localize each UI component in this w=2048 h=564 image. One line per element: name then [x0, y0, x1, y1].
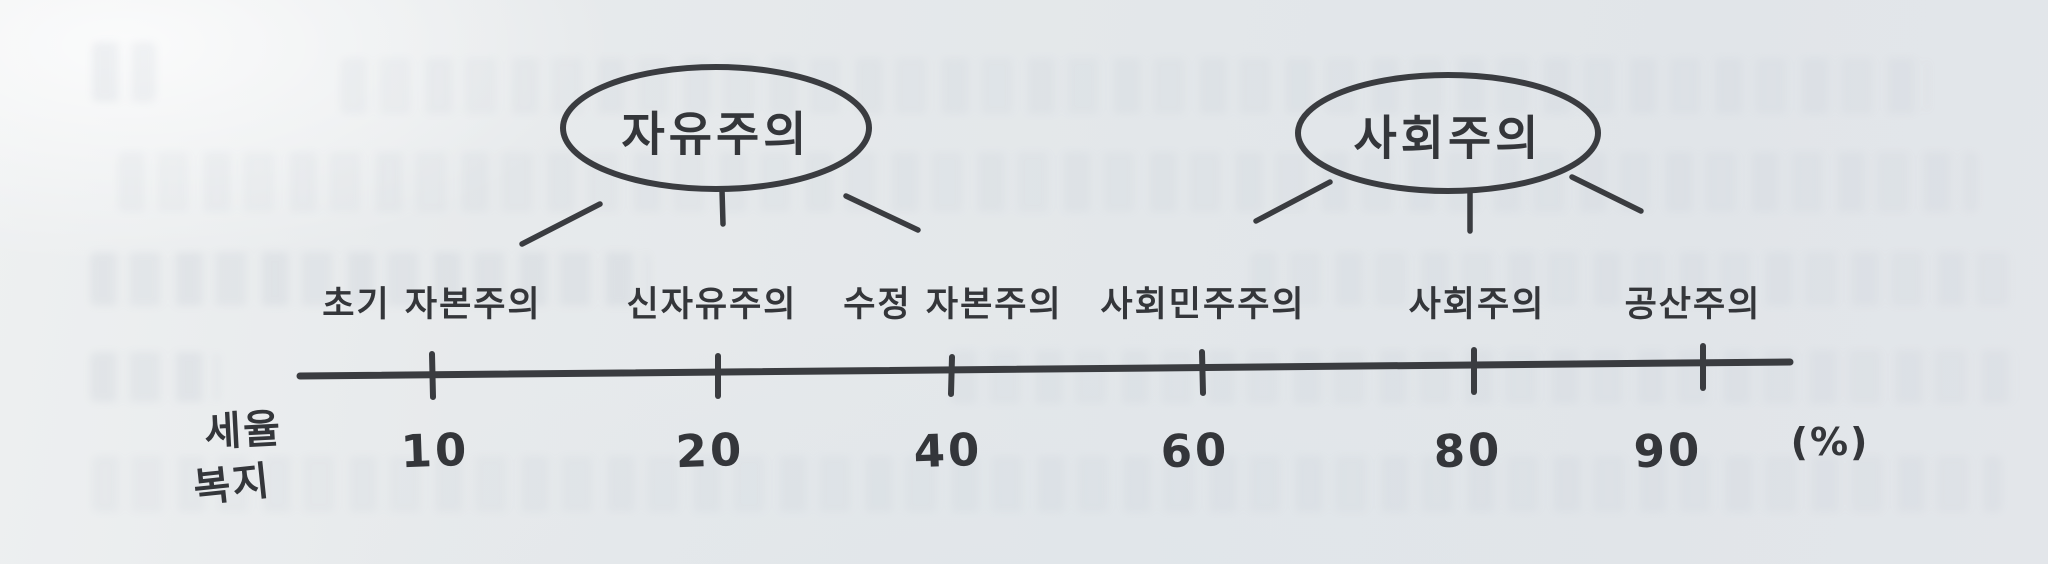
liberalism-bubble-outline [560, 64, 872, 192]
ghost-text-band [92, 42, 156, 102]
tick-value-90: 90 [1632, 422, 1704, 479]
liberalism-bubble-label: 자유주의 [621, 107, 811, 163]
percent-unit-label: (%) [1790, 420, 1870, 464]
ghost-text-band [90, 252, 650, 306]
tick-value-80: 80 [1432, 422, 1504, 479]
welfare-label: 복지 [191, 458, 274, 512]
ghost-text-band [1250, 252, 2020, 306]
socialism-bubble-outline [1295, 72, 1601, 194]
socialism-bubble-label: 사회주의 [1353, 111, 1543, 167]
socialism-connector-right [1569, 174, 1644, 214]
tick-value-40: 40 [912, 422, 984, 479]
tax-rate-label: 세율 [203, 405, 284, 456]
tick-mark-60 [1199, 349, 1206, 396]
liberalism-connector-right [843, 193, 921, 233]
ideology-label-early-capitalism: 초기 자본주의 [322, 285, 542, 325]
socialism-connector-left [1253, 179, 1333, 224]
liberalism-connector-mid [719, 187, 726, 227]
ghost-text-band [92, 456, 2002, 512]
tick-mark-40 [948, 354, 955, 397]
ghost-text-band [90, 352, 220, 402]
ghost-text-band [950, 350, 2020, 404]
tick-value-60: 60 [1159, 422, 1231, 479]
ideology-label-social-democracy: 사회민주주의 [1100, 285, 1306, 325]
ideology-label-communism: 공산주의 [1624, 285, 1762, 325]
tick-mark-10 [429, 351, 436, 400]
ghost-text-band [118, 152, 1978, 212]
tick-value-10: 10 [399, 422, 471, 479]
ideology-label-revised-capitalism: 수정 자본주의 [843, 285, 1063, 325]
tick-value-20: 20 [674, 422, 746, 479]
ideology-label-socialism: 사회주의 [1408, 285, 1546, 325]
axis-line [296, 358, 1794, 380]
ideology-label-neoliberalism: 신자유주의 [626, 285, 798, 325]
liberalism-connector-left [519, 201, 603, 247]
